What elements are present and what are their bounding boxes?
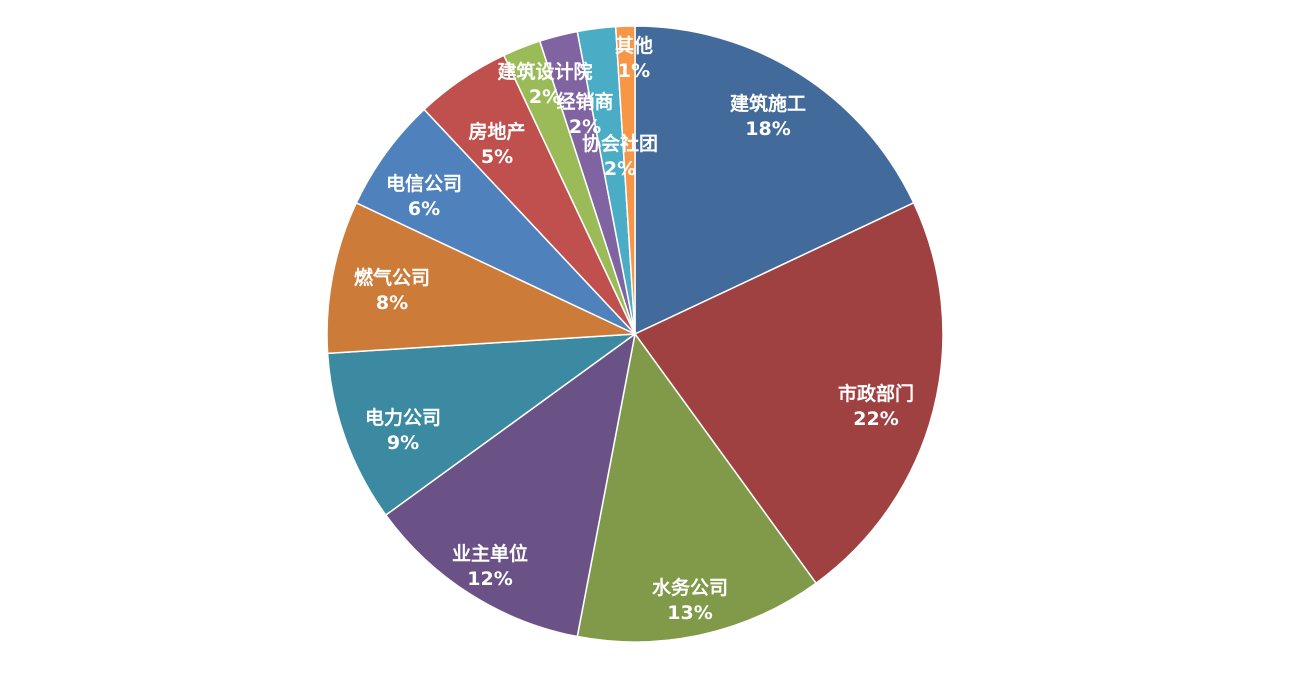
slice-category-label: 房地产 xyxy=(468,120,525,143)
slice-category-label: 业主单位 xyxy=(452,542,528,565)
slice-category-label: 建筑施工 xyxy=(730,92,806,115)
slice-category-label: 电力公司 xyxy=(365,406,441,429)
slice-data-label: 建筑施工 18% xyxy=(730,92,806,140)
slice-data-label: 水务公司 13% xyxy=(652,576,728,624)
slice-percent-label: 9% xyxy=(387,432,419,454)
pie-slice-4 xyxy=(384,332,637,638)
slice-category-label: 经销商 xyxy=(556,90,613,113)
slice-data-label: 经销商 2% xyxy=(556,90,613,138)
slice-data-label: 房地产 5% xyxy=(468,120,525,168)
slice-percent-label: 22% xyxy=(853,408,898,430)
slice-percent-label: 6% xyxy=(408,198,440,220)
slice-data-label: 建筑设计院 2% xyxy=(497,60,592,108)
slice-percent-label: 5% xyxy=(481,146,513,168)
slice-percent-label: 18% xyxy=(745,118,790,140)
slice-category-label: 水务公司 xyxy=(652,576,728,599)
pie-slice-2 xyxy=(633,201,944,585)
slice-data-label: 市政部门 22% xyxy=(838,382,914,430)
pie-slice-12 xyxy=(614,25,636,335)
slice-category-label: 协会社团 xyxy=(582,132,658,155)
slice-percent-label: 12% xyxy=(467,568,512,590)
slice-percent-label: 2% xyxy=(569,116,601,138)
slice-category-label: 市政部门 xyxy=(838,382,914,405)
pie-slice-6 xyxy=(326,201,636,355)
slice-percent-label: 2% xyxy=(604,158,636,180)
pie-labels: 建筑施工 18% 市政部门 22% 水务公司 13% 业主单位 12% 电力公司 9% 燃气公司 8%… xyxy=(354,34,914,624)
slice-data-label: 燃气公司 8% xyxy=(354,266,430,314)
pie-slice-3 xyxy=(576,332,818,643)
pie-slice-5 xyxy=(326,333,638,517)
slice-data-label: 电力公司 9% xyxy=(365,406,441,454)
slice-percent-label: 2% xyxy=(529,86,561,108)
slice-data-label: 其他 1% xyxy=(615,34,653,82)
slice-percent-label: 13% xyxy=(667,602,712,624)
slice-percent-label: 1% xyxy=(618,60,650,82)
pie-slices xyxy=(326,25,944,643)
slice-data-label: 电信公司 6% xyxy=(386,172,462,220)
slice-data-label: 协会社团 2% xyxy=(582,132,658,180)
pie-slice-1 xyxy=(634,25,915,336)
slice-data-label: 业主单位 12% xyxy=(452,542,528,590)
slice-category-label: 燃气公司 xyxy=(354,266,430,289)
slice-category-label: 其他 xyxy=(615,34,653,57)
slice-percent-label: 8% xyxy=(376,292,408,314)
slice-category-label: 建筑设计院 xyxy=(497,60,592,83)
slice-category-label: 电信公司 xyxy=(386,172,462,195)
